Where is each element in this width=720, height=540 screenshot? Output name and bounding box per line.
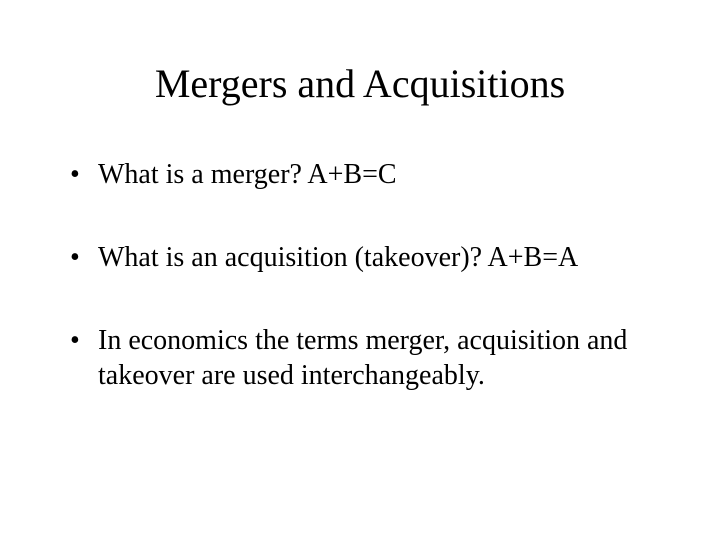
slide-title: Mergers and Acquisitions [60,60,660,107]
bullet-item: In economics the terms merger, acquisiti… [70,323,660,393]
bullet-list: What is a merger? A+B=C What is an acqui… [60,157,660,393]
bullet-item: What is an acquisition (takeover)? A+B=A [70,240,660,275]
bullet-item: What is a merger? A+B=C [70,157,660,192]
